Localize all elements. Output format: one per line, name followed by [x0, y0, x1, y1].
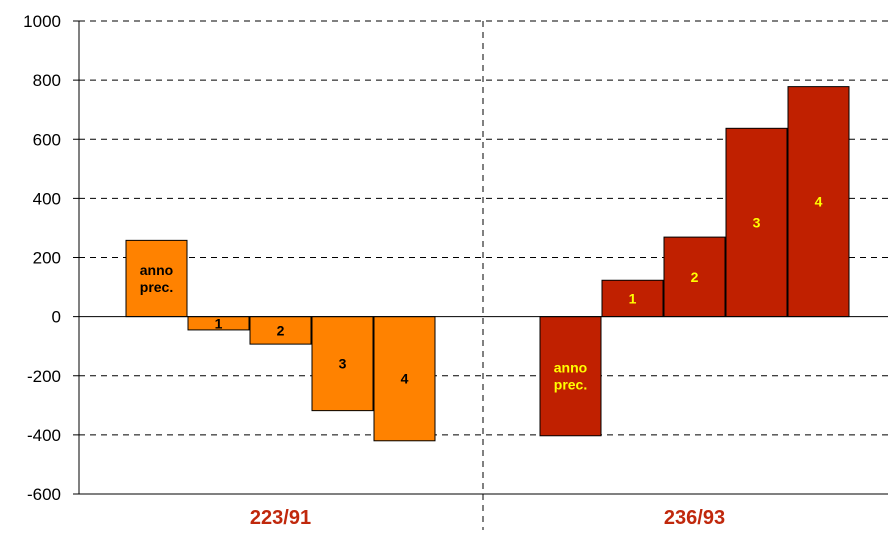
- y-tick-label: -200: [27, 367, 61, 386]
- bar: [373, 316, 436, 442]
- y-tick-label: -600: [27, 485, 61, 504]
- y-tick-label: 400: [33, 189, 61, 208]
- bar-label: 3: [339, 356, 347, 372]
- group-labels: 223/91 236/93: [250, 507, 725, 529]
- bar-label: 4: [401, 371, 409, 387]
- bar-label: 1: [629, 290, 637, 306]
- bar: [311, 316, 374, 412]
- bar: [249, 316, 312, 345]
- bar-label: 4: [815, 194, 823, 210]
- bar-label: anno prec.: [554, 360, 587, 393]
- group-label: 236/93: [664, 507, 725, 529]
- axes: [73, 20, 888, 495]
- bar-label: anno prec.: [140, 262, 173, 295]
- bar: [663, 236, 726, 318]
- bars: [125, 86, 850, 442]
- bar-label: 2: [691, 269, 699, 285]
- bar-label: 2: [277, 322, 285, 338]
- y-tick-label: 600: [33, 130, 61, 149]
- bar: [539, 316, 602, 437]
- y-tick-label: 800: [33, 71, 61, 90]
- y-tick-label: 0: [52, 308, 61, 327]
- y-tick-label: 200: [33, 249, 61, 268]
- bar-label: 1: [215, 315, 223, 331]
- y-tick-label: -400: [27, 426, 61, 445]
- bar-label: 3: [753, 214, 761, 230]
- bar-labels: anno prec. 1 2 3 4 anno prec. 1 2 3 4: [140, 194, 823, 393]
- y-tick-label: 1000: [23, 12, 61, 31]
- y-tick-labels: -600 -400 -200 0 200 400 600 800 1000: [23, 12, 61, 504]
- bar: [725, 127, 788, 318]
- group-label: 223/91: [250, 507, 311, 529]
- bar: [125, 239, 188, 318]
- bar: [601, 279, 664, 318]
